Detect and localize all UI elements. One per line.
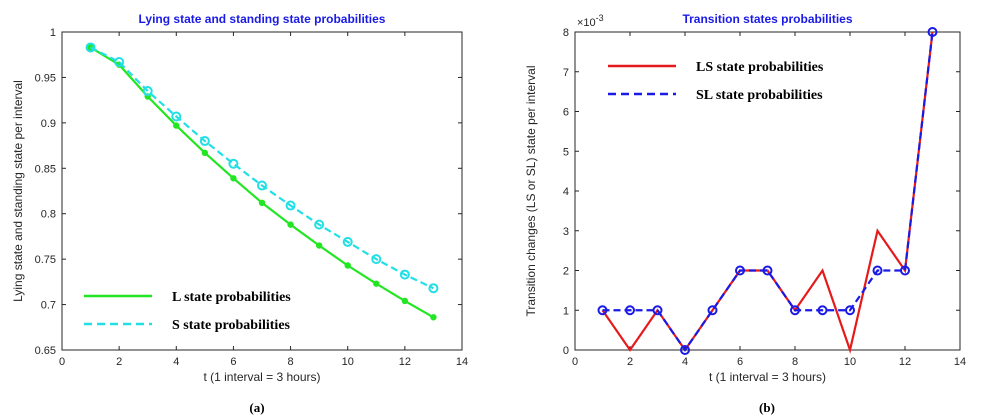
x-tick-label: 0: [59, 356, 65, 368]
legend-label: LS state probabilities: [696, 60, 824, 75]
y-axis-label: Transition changes (LS or SL) state per …: [524, 65, 538, 316]
y-tick-label: 4: [563, 186, 569, 198]
x-tick-label: 2: [116, 356, 122, 368]
panel-caption: (b): [759, 400, 775, 415]
data-point: [625, 305, 635, 316]
axes-box: [61, 31, 463, 351]
data-point: [817, 305, 828, 316]
series-line-0: [601, 31, 934, 354]
y-tick-label: 0.8: [41, 209, 56, 221]
x-tick-label: 6: [230, 356, 236, 368]
y-exponent-label: ×10-3: [577, 13, 604, 29]
data-point: [173, 122, 180, 129]
data-point: [314, 219, 325, 230]
x-tick-label: 6: [737, 356, 743, 368]
data-point: [114, 56, 125, 67]
data-point: [342, 236, 353, 247]
chart-title: Lying state and standing state probabili…: [139, 12, 386, 26]
y-tick-label: 0: [563, 345, 569, 357]
legend-label: SL state probabilities: [696, 88, 823, 103]
data-point: [652, 305, 663, 316]
data-point: [315, 242, 323, 249]
legend-label: L state probabilities: [172, 290, 291, 305]
x-tick-label: 0: [572, 356, 578, 368]
data-point: [344, 262, 351, 269]
data-point: [927, 27, 938, 37]
data-point: [228, 158, 239, 169]
data-point: [258, 199, 266, 207]
data-point: [707, 305, 718, 316]
panel-caption: (a): [249, 400, 264, 415]
data-point: [257, 180, 267, 191]
data-point: [85, 42, 96, 53]
y-tick-label: 0.7: [41, 300, 56, 312]
data-point: [735, 265, 745, 276]
x-tick-label: 10: [844, 356, 856, 368]
data-point: [430, 314, 437, 321]
x-tick-label: 14: [456, 356, 468, 368]
axes-box: [574, 31, 961, 351]
data-point: [142, 86, 153, 97]
data-point: [201, 149, 209, 157]
legend-label: S state probabilities: [172, 318, 291, 333]
x-axis-label: t (1 interval = 3 hours): [203, 370, 320, 384]
exponent-power: -3: [596, 13, 604, 23]
data-point: [401, 297, 409, 305]
data-point: [230, 175, 237, 182]
chart-panel-a: 0 2 4 6 8 10 12 14 0.65 0.7 0.75 0.8 0.85 0.9 0.95 1 Lyi…: [11, 12, 468, 415]
y-tick-label: 0.65: [35, 345, 56, 357]
x-tick-label: 12: [399, 356, 411, 368]
data-point: [399, 269, 410, 280]
x-tick-label: 4: [682, 356, 688, 368]
x-tick-label: 8: [792, 356, 798, 368]
data-point: [790, 305, 800, 316]
data-point: [171, 111, 182, 122]
y-tick-label: 2: [563, 266, 569, 278]
y-tick-label: 3: [563, 226, 569, 238]
x-axis-label: t (1 interval = 3 hours): [709, 370, 826, 384]
y-tick-label: 1: [563, 305, 569, 317]
exponent-base: ×10: [577, 17, 596, 29]
data-point: [845, 305, 855, 316]
y-tick-label: 0.9: [41, 118, 56, 130]
x-tick-label: 10: [342, 356, 354, 368]
series-line-1: [90, 46, 434, 290]
data-point: [597, 305, 608, 316]
x-tick-label: 4: [173, 356, 179, 368]
chart-title: Transition states probabilities: [682, 12, 852, 26]
data-point: [428, 283, 439, 294]
y-tick-label: 8: [563, 27, 569, 39]
data-point: [680, 345, 690, 355]
data-point: [872, 265, 883, 276]
x-tick-label: 12: [899, 356, 911, 368]
x-tick-label: 14: [954, 356, 966, 368]
y-tick-label: 1: [50, 27, 56, 39]
y-tick-label: 6: [563, 107, 569, 119]
data-point: [373, 280, 380, 287]
y-tick-label: 5: [563, 146, 569, 158]
y-tick-label: 7: [563, 67, 569, 79]
y-tick-label: 0.75: [35, 254, 56, 266]
series-line-1: [602, 31, 934, 352]
data-point: [762, 265, 773, 276]
data-point: [900, 265, 910, 276]
data-point: [199, 136, 210, 147]
y-tick-label: 0.85: [35, 163, 56, 175]
x-tick-label: 8: [288, 356, 294, 368]
y-tick-label: 0.95: [35, 72, 56, 84]
x-tick-label: 2: [627, 356, 633, 368]
data-point: [287, 221, 294, 228]
data-point: [285, 200, 296, 211]
data-point: [371, 254, 382, 265]
y-axis-label: Lying state and standing state per inter…: [11, 80, 25, 302]
